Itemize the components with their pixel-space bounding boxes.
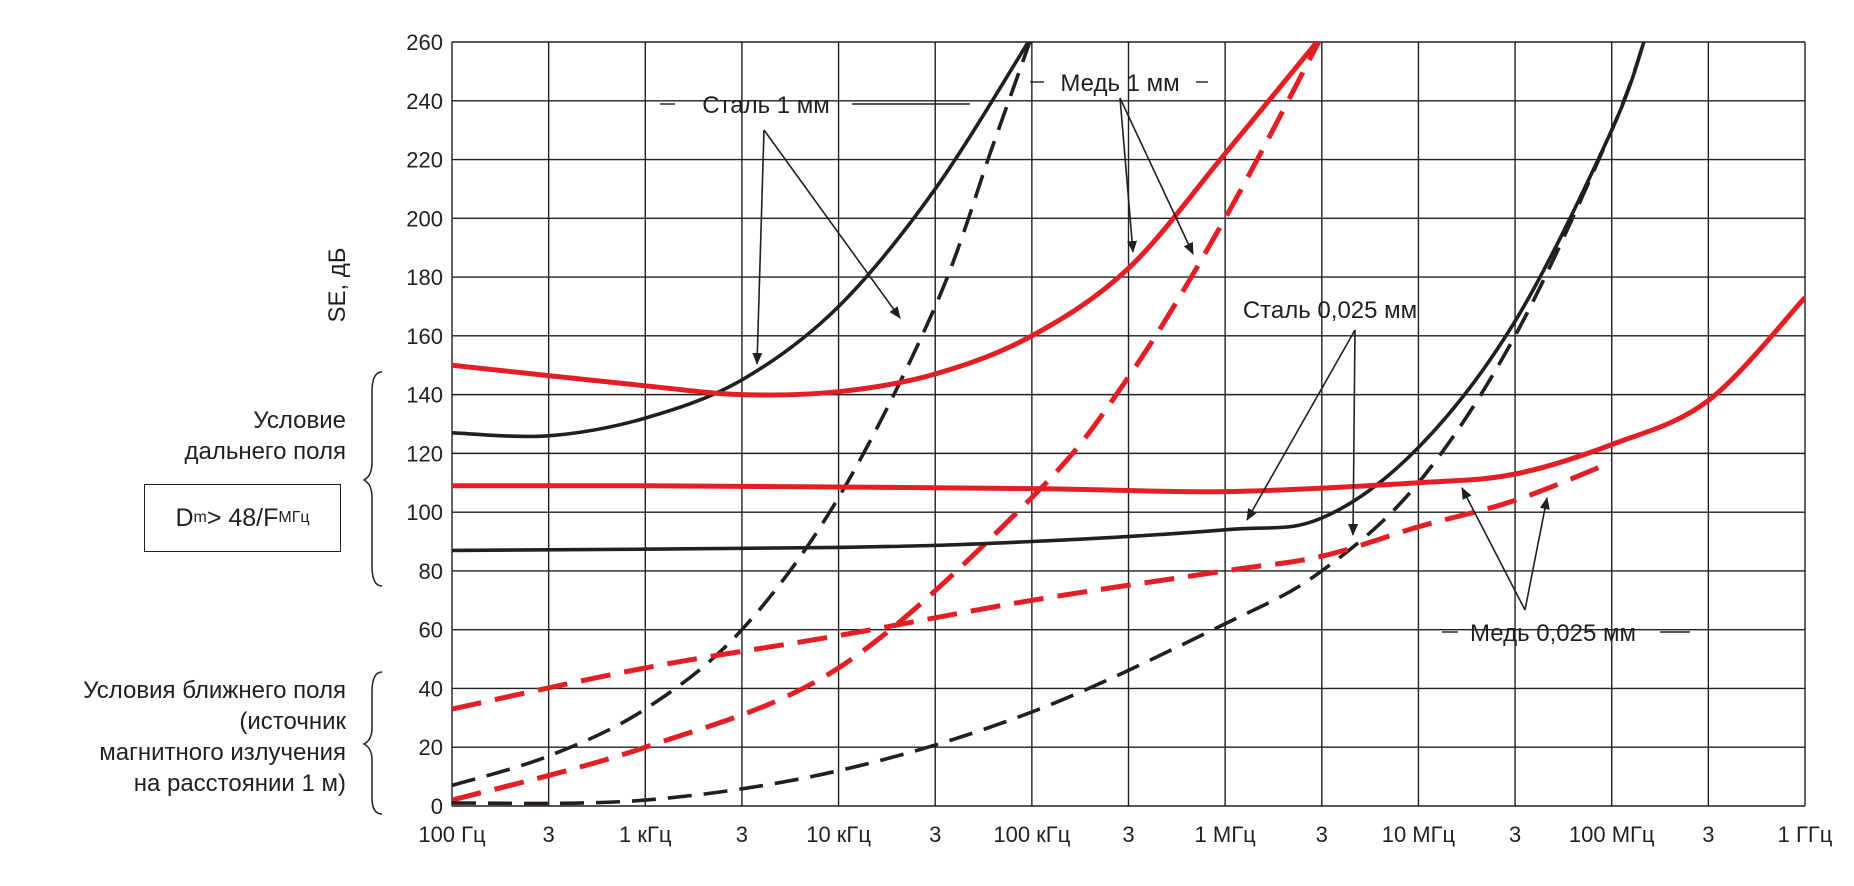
y-tick-label: 180 [406,265,443,290]
x-tick-label: 10 МГц [1382,822,1456,847]
curves [452,42,1805,806]
annotations: Сталь 1 мм Медь 1 мм Сталь 0,025 мм Медь 0,… [702,70,1636,647]
series-line [452,459,1613,712]
far-field-label: Условие дальнего поля [184,405,346,467]
y-tick-label: 80 [419,559,443,584]
y-tick-label: 200 [406,206,443,231]
annotation-arrows [660,81,1690,633]
x-tick-label: 3 [1509,822,1521,847]
annotation-arrow [752,129,765,365]
near-field-label: Условия ближнего поля (источник магнитно… [83,675,346,799]
formula-mid: > 48/F [206,503,279,532]
near-field-label-line: магнитного излучения [99,739,346,766]
annotation-arrow [1246,329,1356,521]
annotation-arrow [1348,329,1359,536]
y-tick-label: 240 [406,89,443,114]
series-line [452,42,1032,788]
annotation-steel1: Сталь 1 мм [702,92,830,119]
x-tick-label: 3 [929,822,941,847]
y-tick-labels: 0 20 40 60 80 100 120 140 160 180 200 220 240 260 [406,30,443,819]
y-tick-label: 100 [406,500,443,525]
x-tick-label: 100 МГц [1569,822,1655,847]
x-tick-label: 3 [1702,822,1714,847]
y-tick-label: 0 [431,794,443,819]
annotation-arrow [1461,487,1526,611]
y-tick-label: 140 [406,383,443,408]
x-tick-label: 3 [1316,822,1328,847]
y-tick-label: 20 [419,735,443,760]
x-tick-label: 1 кГц [619,822,672,847]
y-tick-label: 260 [406,30,443,55]
annotation-copper025: Медь 0,025 мм [1470,620,1636,647]
series-line [452,42,1031,439]
annotation-arrow [763,129,901,319]
series-line [452,42,1646,553]
x-tick-label: 3 [543,822,555,847]
series-line [452,42,1321,398]
y-axis-label: SE, дБ [324,247,351,322]
series-line [452,295,1805,495]
far-field-label-line: дальнего поля [184,438,346,465]
x-tick-label: 3 [736,822,748,847]
y-tick-label: 160 [406,324,443,349]
annotation-arrow [1524,497,1550,611]
y-tick-label: 60 [419,618,443,643]
far-field-brace [362,371,383,587]
x-tick-label: 100 кГц [993,822,1070,847]
annotation-copper1: Медь 1 мм [1060,70,1179,97]
x-tick-labels: 100 Гц 3 1 кГц 3 10 кГц 3 100 кГц 3 1 МГц 3 10 МГц… [418,822,1832,847]
near-field-label-line: Условия ближнего поля [83,677,346,704]
near-field-label-line: (источник [239,708,346,735]
formula-base: D [175,503,194,532]
annotation-arrow [1119,97,1138,253]
x-tick-label: 1 ГГц [1778,822,1833,847]
formula-sub-m: m [193,509,207,526]
annotation-steel025: Сталь 0,025 мм [1243,297,1417,324]
x-tick-label: 1 МГц [1195,822,1257,847]
y-tick-label: 40 [419,676,443,701]
x-tick-label: 100 Гц [418,822,486,847]
far-field-label-line: Условие [253,407,346,434]
x-tick-label: 3 [1122,822,1134,847]
y-tick-label: 220 [406,148,443,173]
formula-sub-mhz: МГц [278,509,310,526]
annotation-arrow [1119,97,1194,255]
series-line [452,42,1646,806]
near-field-label-line: на расстоянии 1 м) [133,770,346,797]
near-field-brace [362,671,383,815]
grid [451,41,1806,807]
y-tick-label: 120 [406,441,443,466]
series-line [452,42,1322,803]
x-tick-label: 10 кГц [806,822,871,847]
